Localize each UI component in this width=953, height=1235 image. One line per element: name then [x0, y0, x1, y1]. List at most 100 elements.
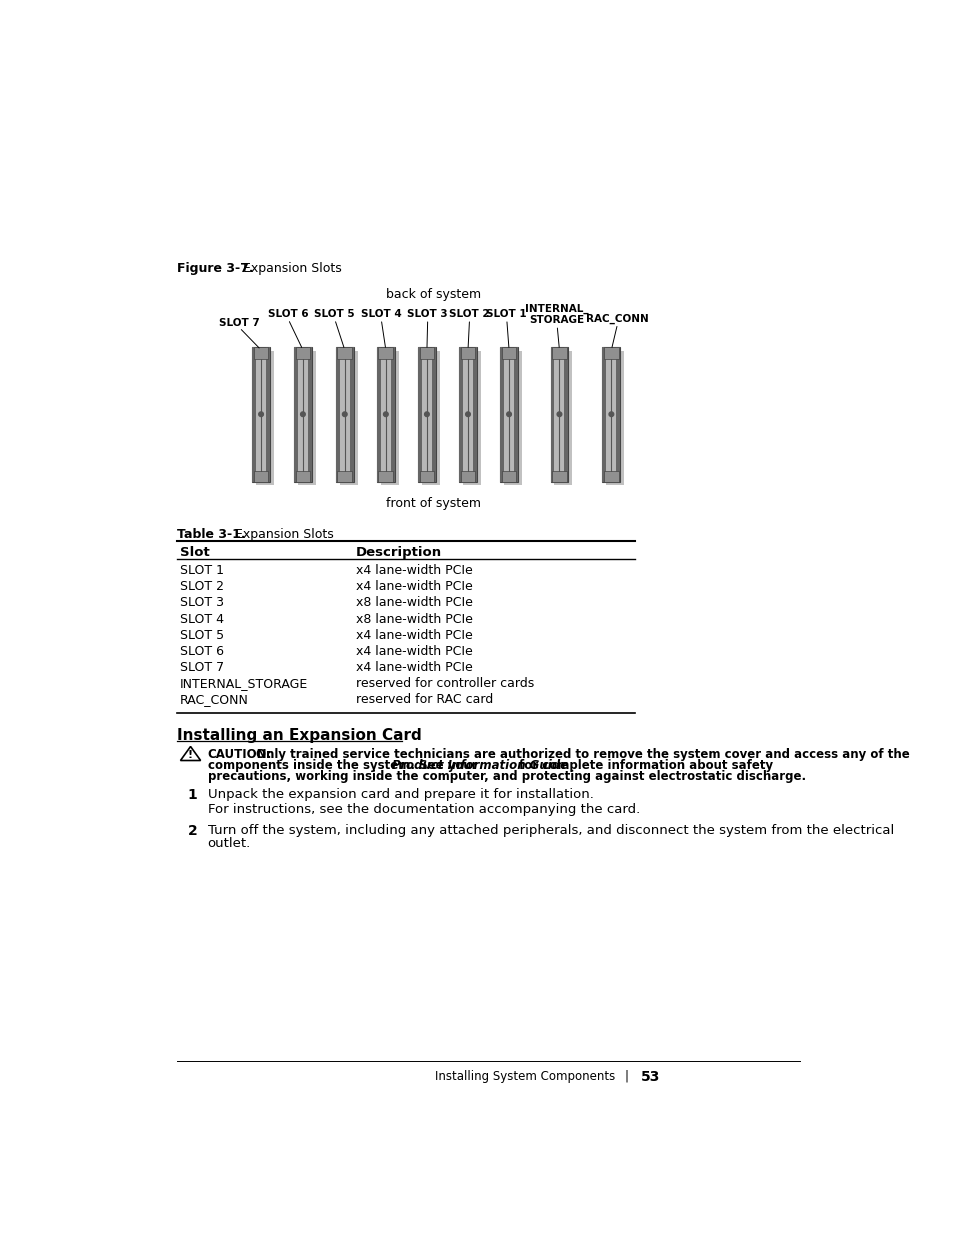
- Text: RAC_CONN: RAC_CONN: [585, 314, 648, 324]
- Polygon shape: [380, 351, 398, 485]
- Polygon shape: [550, 347, 568, 482]
- Text: INTERNAL_
STORAGE: INTERNAL_ STORAGE: [525, 304, 588, 325]
- Text: reserved for controller cards: reserved for controller cards: [355, 677, 534, 690]
- Polygon shape: [376, 347, 380, 482]
- Polygon shape: [501, 347, 516, 359]
- Polygon shape: [297, 351, 315, 485]
- Circle shape: [383, 412, 388, 416]
- Text: reserved for RAC card: reserved for RAC card: [355, 693, 493, 706]
- Text: SLOT 6: SLOT 6: [268, 309, 308, 319]
- Polygon shape: [337, 471, 352, 482]
- Polygon shape: [552, 471, 566, 482]
- Polygon shape: [606, 351, 623, 485]
- Polygon shape: [417, 347, 436, 482]
- Circle shape: [506, 412, 511, 416]
- Text: SLOT 3: SLOT 3: [407, 309, 448, 319]
- Polygon shape: [419, 347, 434, 359]
- Polygon shape: [335, 347, 354, 482]
- Polygon shape: [432, 347, 436, 482]
- Polygon shape: [550, 347, 554, 482]
- Polygon shape: [180, 746, 200, 761]
- Text: Turn off the system, including any attached peripherals, and disconnect the syst: Turn off the system, including any attac…: [208, 824, 893, 837]
- Polygon shape: [616, 347, 619, 482]
- Text: x4 lane-width PCIe: x4 lane-width PCIe: [355, 645, 472, 658]
- Polygon shape: [252, 347, 270, 482]
- Polygon shape: [417, 347, 421, 482]
- Polygon shape: [462, 351, 480, 485]
- Text: outlet.: outlet.: [208, 837, 251, 851]
- Text: SLOT 7: SLOT 7: [179, 661, 224, 674]
- Polygon shape: [253, 347, 268, 359]
- Text: SLOT 2: SLOT 2: [449, 309, 489, 319]
- Polygon shape: [458, 347, 462, 482]
- Polygon shape: [350, 347, 354, 482]
- Text: SLOT 1: SLOT 1: [486, 309, 526, 319]
- Text: 2: 2: [187, 824, 197, 839]
- Text: SLOT 3: SLOT 3: [179, 597, 223, 609]
- Text: x8 lane-width PCIe: x8 lane-width PCIe: [355, 597, 472, 609]
- Text: SLOT 4: SLOT 4: [179, 613, 223, 625]
- Polygon shape: [552, 347, 566, 359]
- Circle shape: [465, 412, 470, 416]
- Text: Unpack the expansion card and prepare it for installation.: Unpack the expansion card and prepare it…: [208, 788, 593, 802]
- Polygon shape: [294, 347, 297, 482]
- Text: Slot: Slot: [179, 546, 210, 558]
- Circle shape: [557, 412, 561, 416]
- Circle shape: [258, 412, 263, 416]
- Text: CAUTION:: CAUTION:: [208, 748, 272, 761]
- Text: SLOT 2: SLOT 2: [179, 580, 223, 593]
- Polygon shape: [295, 471, 310, 482]
- Text: SLOT 5: SLOT 5: [179, 629, 224, 642]
- Text: x4 lane-width PCIe: x4 lane-width PCIe: [355, 580, 472, 593]
- Polygon shape: [335, 347, 339, 482]
- Text: Only trained service technicians are authorized to remove the system cover and a: Only trained service technicians are aut…: [255, 748, 908, 761]
- Polygon shape: [253, 471, 268, 482]
- Polygon shape: [294, 347, 312, 482]
- Text: SLOT 6: SLOT 6: [179, 645, 223, 658]
- Text: RAC_CONN: RAC_CONN: [179, 693, 249, 706]
- Polygon shape: [266, 347, 270, 482]
- Polygon shape: [499, 347, 503, 482]
- Polygon shape: [602, 347, 606, 482]
- Polygon shape: [603, 347, 618, 359]
- Polygon shape: [460, 471, 475, 482]
- Text: SLOT 1: SLOT 1: [179, 564, 223, 577]
- Text: Expansion Slots: Expansion Slots: [235, 527, 334, 541]
- Text: precautions, working inside the computer, and protecting against electrostatic d: precautions, working inside the computer…: [208, 769, 805, 783]
- Polygon shape: [460, 347, 475, 359]
- Text: x4 lane-width PCIe: x4 lane-width PCIe: [355, 629, 472, 642]
- Polygon shape: [458, 347, 476, 482]
- Polygon shape: [378, 347, 393, 359]
- Text: SLOT 5: SLOT 5: [314, 309, 355, 319]
- Circle shape: [342, 412, 347, 416]
- Polygon shape: [514, 347, 517, 482]
- Polygon shape: [295, 347, 310, 359]
- Text: Installing System Components: Installing System Components: [435, 1070, 615, 1083]
- Text: Description: Description: [355, 546, 441, 558]
- Text: x4 lane-width PCIe: x4 lane-width PCIe: [355, 564, 472, 577]
- Polygon shape: [564, 347, 568, 482]
- Text: !: !: [188, 751, 193, 761]
- Text: SLOT 7: SLOT 7: [219, 317, 259, 327]
- Text: x8 lane-width PCIe: x8 lane-width PCIe: [355, 613, 472, 625]
- Circle shape: [300, 412, 305, 416]
- Polygon shape: [501, 471, 516, 482]
- Text: SLOT 4: SLOT 4: [360, 309, 401, 319]
- Text: 1: 1: [187, 788, 197, 802]
- Polygon shape: [337, 347, 352, 359]
- Polygon shape: [602, 347, 619, 482]
- Polygon shape: [378, 471, 393, 482]
- Polygon shape: [376, 347, 395, 482]
- Text: Table 3-1.: Table 3-1.: [177, 527, 246, 541]
- Text: Installing an Expansion Card: Installing an Expansion Card: [177, 727, 421, 743]
- Polygon shape: [419, 471, 434, 482]
- Text: For instructions, see the documentation accompanying the card.: For instructions, see the documentation …: [208, 803, 639, 815]
- Text: for complete information about safety: for complete information about safety: [518, 758, 773, 772]
- Circle shape: [424, 412, 429, 416]
- Polygon shape: [308, 347, 312, 482]
- Text: components inside the system. See your: components inside the system. See your: [208, 758, 480, 772]
- Text: front of system: front of system: [385, 496, 480, 510]
- Polygon shape: [499, 347, 517, 482]
- Polygon shape: [554, 351, 572, 485]
- Polygon shape: [503, 351, 521, 485]
